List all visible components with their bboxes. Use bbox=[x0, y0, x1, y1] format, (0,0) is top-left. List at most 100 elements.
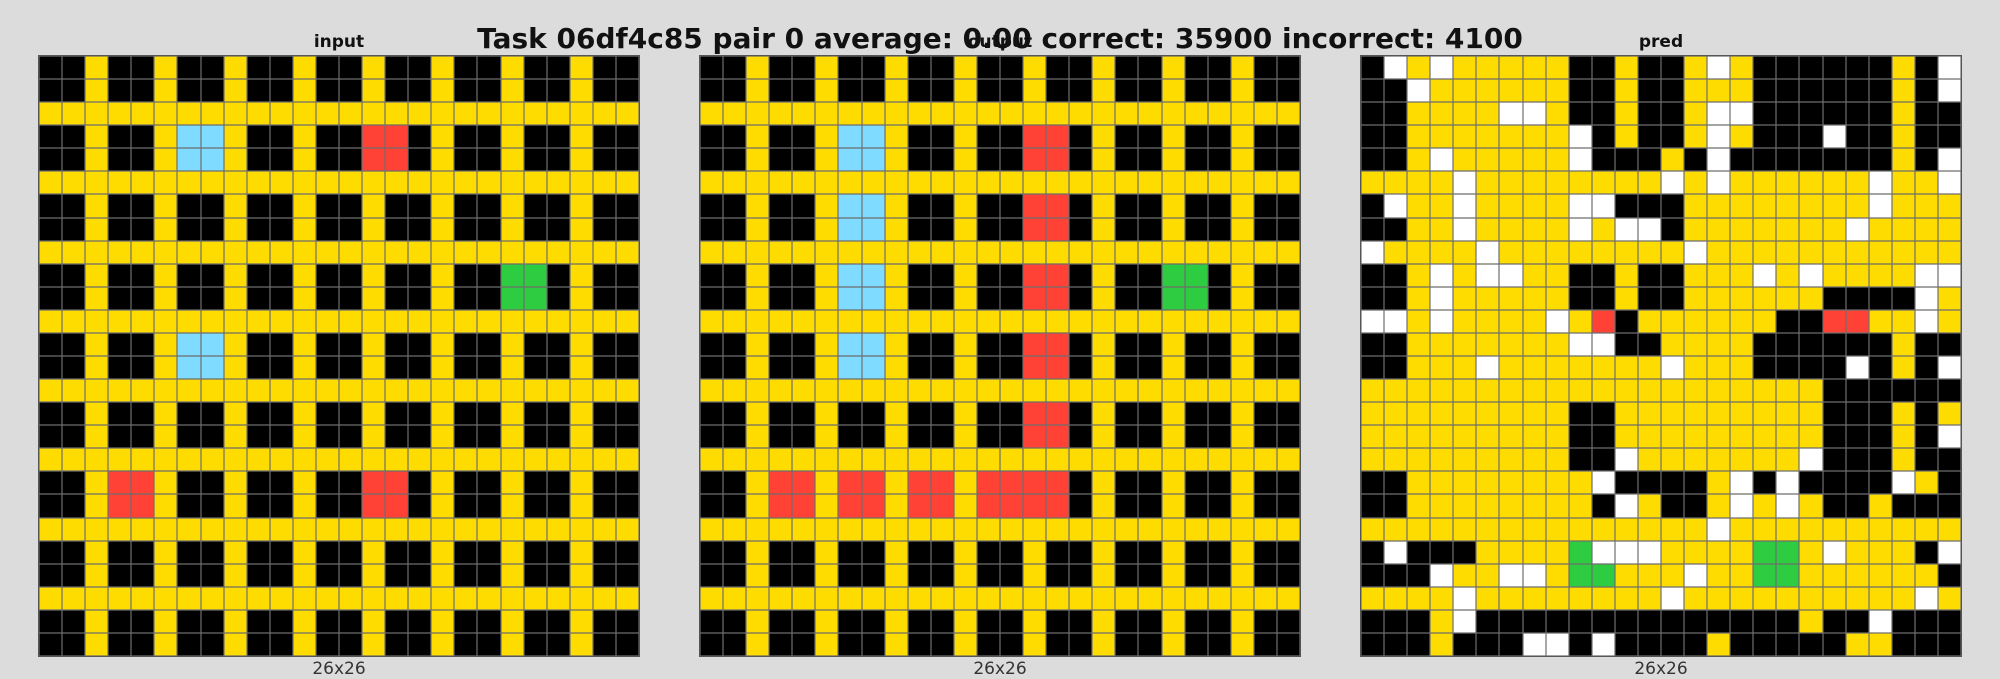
grid-cell bbox=[1545, 125, 1569, 149]
grid-cell bbox=[1707, 586, 1731, 610]
grid-cell bbox=[131, 309, 155, 333]
grid-cell bbox=[1591, 332, 1615, 356]
grid-cell bbox=[292, 402, 316, 426]
grid-cell bbox=[815, 286, 839, 310]
grid-cell bbox=[1591, 194, 1615, 218]
grid-cell bbox=[500, 102, 524, 126]
grid-cell bbox=[1914, 494, 1938, 518]
grid-cell bbox=[1499, 171, 1523, 195]
grid-cell bbox=[39, 540, 63, 564]
grid-cell bbox=[1753, 263, 1777, 287]
grid-cell bbox=[546, 102, 570, 126]
grid-cell bbox=[1407, 217, 1431, 241]
grid-cell bbox=[39, 586, 63, 610]
grid-cell bbox=[1868, 494, 1892, 518]
grid-cell bbox=[1069, 609, 1093, 633]
grid-cell bbox=[569, 79, 593, 103]
grid-cell bbox=[1753, 79, 1777, 103]
grid-cell bbox=[85, 194, 109, 218]
grid-cell bbox=[500, 609, 524, 633]
grid-cell bbox=[592, 586, 616, 610]
grid-cell bbox=[1568, 56, 1592, 80]
grid-cell bbox=[223, 379, 247, 403]
grid-cell bbox=[792, 309, 816, 333]
grid-cell bbox=[154, 540, 178, 564]
grid-cell bbox=[592, 286, 616, 310]
grid-cell bbox=[953, 56, 977, 80]
grid-cell bbox=[769, 494, 793, 518]
grid-cell bbox=[838, 540, 862, 564]
grid-cell bbox=[500, 263, 524, 287]
grid-cell bbox=[907, 609, 931, 633]
grid-cell bbox=[769, 425, 793, 449]
grid-cell bbox=[1138, 286, 1162, 310]
grid-cell bbox=[1776, 286, 1800, 310]
grid-cell bbox=[1361, 471, 1385, 495]
grid-cell bbox=[1684, 494, 1708, 518]
grid-cell bbox=[1845, 194, 1869, 218]
grid-cell bbox=[1891, 148, 1915, 172]
grid-cell bbox=[953, 425, 977, 449]
grid-cell bbox=[154, 471, 178, 495]
grid-cell bbox=[1000, 609, 1024, 633]
grid-cell bbox=[1361, 194, 1385, 218]
grid-cell bbox=[615, 240, 639, 264]
grid-cell bbox=[154, 309, 178, 333]
grid-cell bbox=[1361, 148, 1385, 172]
grid-cell bbox=[1361, 425, 1385, 449]
grid-cell bbox=[1730, 286, 1754, 310]
grid-cell bbox=[1230, 379, 1254, 403]
grid-cell bbox=[884, 494, 908, 518]
grid-cell bbox=[1799, 194, 1823, 218]
grid-cell bbox=[976, 448, 1000, 472]
grid-cell bbox=[1707, 240, 1731, 264]
grid-cell bbox=[1453, 563, 1477, 587]
grid-cell bbox=[792, 586, 816, 610]
grid-cell bbox=[315, 448, 339, 472]
grid-cell bbox=[1430, 194, 1454, 218]
grid-cell bbox=[1046, 125, 1070, 149]
grid-cell bbox=[108, 125, 132, 149]
grid-cell bbox=[1430, 240, 1454, 264]
grid-cell bbox=[154, 171, 178, 195]
grid-cell bbox=[315, 171, 339, 195]
grid-cell bbox=[1253, 56, 1277, 80]
grid-cell bbox=[884, 102, 908, 126]
grid-cell bbox=[223, 79, 247, 103]
grid-cell bbox=[700, 402, 724, 426]
grid-cell bbox=[1161, 332, 1185, 356]
grid-cell bbox=[1430, 517, 1454, 541]
grid-cell bbox=[385, 540, 409, 564]
pred-grid-size: 26x26 bbox=[1634, 659, 1688, 679]
grid-cell bbox=[1138, 632, 1162, 656]
grid-cell bbox=[569, 632, 593, 656]
grid-cell bbox=[1276, 102, 1300, 126]
grid-cell bbox=[1591, 171, 1615, 195]
grid-cell bbox=[315, 194, 339, 218]
grid-cell bbox=[615, 309, 639, 333]
grid-cell bbox=[177, 540, 201, 564]
grid-cell bbox=[907, 56, 931, 80]
grid-cell bbox=[861, 425, 885, 449]
grid-cell bbox=[1822, 309, 1846, 333]
grid-cell bbox=[223, 586, 247, 610]
grid-cell bbox=[223, 356, 247, 380]
grid-cell bbox=[1914, 379, 1938, 403]
grid-cell bbox=[1046, 517, 1070, 541]
grid-cell bbox=[1092, 609, 1116, 633]
grid-cell bbox=[292, 240, 316, 264]
grid-cell bbox=[177, 586, 201, 610]
grid-cell bbox=[615, 286, 639, 310]
grid-cell bbox=[569, 263, 593, 287]
grid-cell bbox=[907, 425, 931, 449]
grid-cell bbox=[1661, 425, 1685, 449]
grid-cell bbox=[1776, 425, 1800, 449]
grid-cell bbox=[1545, 356, 1569, 380]
grid-cell bbox=[1799, 102, 1823, 126]
grid-cell bbox=[1822, 402, 1846, 426]
grid-cell bbox=[569, 402, 593, 426]
grid-cell bbox=[339, 102, 363, 126]
grid-cell bbox=[1914, 425, 1938, 449]
grid-cell bbox=[85, 79, 109, 103]
grid-cell bbox=[85, 586, 109, 610]
